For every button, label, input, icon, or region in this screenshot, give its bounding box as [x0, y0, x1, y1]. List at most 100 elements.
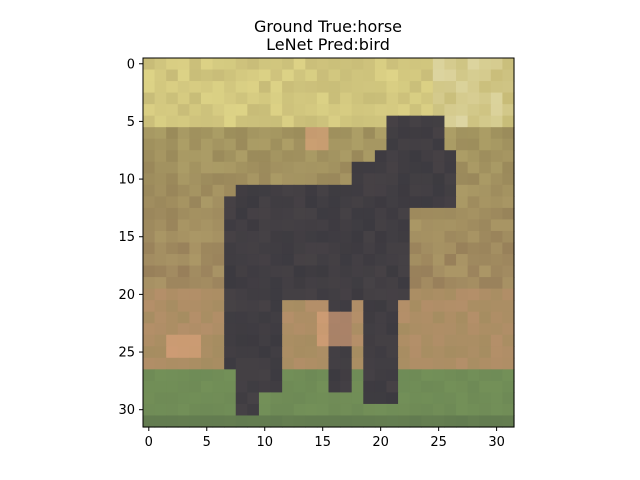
image-pixel	[363, 150, 376, 163]
image-pixel	[247, 219, 260, 232]
image-pixel	[224, 254, 237, 267]
image-pixel	[305, 392, 318, 405]
y-tick-label: 30	[118, 403, 135, 418]
image-pixel	[247, 69, 260, 82]
image-pixel	[316, 403, 330, 417]
image-pixel	[386, 173, 399, 186]
image-pixel	[235, 265, 248, 278]
image-pixel	[212, 58, 225, 71]
image-pixel	[316, 277, 330, 290]
image-pixel	[398, 161, 411, 174]
image-pixel	[247, 92, 260, 105]
image-pixel	[154, 357, 167, 370]
image-pixel	[166, 380, 179, 394]
image-pixel	[328, 69, 341, 82]
image-pixel	[282, 242, 295, 255]
image-pixel	[456, 254, 469, 267]
image-pixel	[200, 265, 214, 278]
image-pixel	[409, 380, 422, 394]
image-pixel	[409, 403, 422, 417]
image-pixel	[258, 150, 272, 163]
image-pixel	[270, 300, 283, 313]
image-pixel	[409, 415, 422, 428]
image-pixel	[340, 392, 353, 405]
image-pixel	[224, 346, 237, 359]
image-pixel	[177, 207, 190, 221]
image-pixel	[490, 242, 503, 255]
image-pixel	[177, 138, 190, 151]
image-pixel	[490, 392, 503, 405]
image-pixel	[293, 346, 306, 359]
image-pixel	[212, 254, 225, 267]
image-pixel	[177, 311, 190, 324]
image-pixel	[189, 300, 202, 313]
image-pixel	[409, 219, 422, 232]
image-pixel	[432, 161, 446, 174]
image-pixel	[177, 415, 190, 428]
image-pixel	[235, 58, 248, 71]
image-pixel	[166, 138, 179, 151]
image-pixel	[154, 138, 167, 151]
image-pixel	[421, 334, 434, 347]
image-pixel	[490, 196, 503, 209]
image-pixel	[316, 161, 330, 174]
image-pixel	[351, 138, 364, 151]
image-pixel	[340, 161, 353, 174]
image-pixel	[398, 403, 411, 417]
image-pixel	[189, 334, 202, 347]
image-pixel	[374, 92, 388, 105]
image-pixel	[177, 392, 190, 405]
image-pixel	[177, 334, 190, 347]
image-pixel	[398, 92, 411, 105]
image-pixel	[432, 334, 446, 347]
image-pixel	[305, 380, 318, 394]
image-pixel	[305, 346, 318, 359]
image-pixel	[479, 300, 492, 313]
image-pixel	[398, 104, 411, 117]
image-pixel	[212, 184, 225, 197]
image-pixel	[143, 69, 156, 82]
image-pixel	[398, 334, 411, 347]
image-pixel	[502, 311, 515, 324]
image-pixel	[293, 392, 306, 405]
image-pixel	[398, 254, 411, 267]
image-pixel	[502, 265, 515, 278]
image-pixel	[305, 357, 318, 370]
image-pixel	[293, 369, 306, 382]
image-pixel	[166, 323, 179, 336]
image-pixel	[490, 277, 503, 290]
image-pixel	[235, 207, 248, 221]
image-pixel	[363, 230, 376, 244]
image-pixel	[258, 161, 272, 174]
image-pixel	[502, 58, 515, 71]
image-pixel	[177, 380, 190, 394]
image-pixel	[386, 323, 399, 336]
image-pixel	[479, 69, 492, 82]
image-pixel	[467, 115, 480, 128]
image-pixel	[328, 357, 341, 370]
image-pixel	[200, 346, 214, 359]
image-pixel	[398, 392, 411, 405]
image-pixel	[154, 104, 167, 117]
image-pixel	[374, 346, 388, 359]
image-pixel	[386, 219, 399, 232]
image-pixel	[374, 369, 388, 382]
image-pixel	[224, 369, 237, 382]
image-pixel	[247, 104, 260, 117]
image-pixel	[200, 230, 214, 244]
image-pixel	[502, 334, 515, 347]
image-pixel	[386, 127, 399, 140]
image-pixel	[235, 403, 248, 417]
image-pixel	[398, 69, 411, 82]
image-pixel	[363, 184, 376, 197]
image-pixel	[143, 403, 156, 417]
image-pixel	[212, 230, 225, 244]
image-pixel	[316, 184, 330, 197]
image-pixel	[316, 323, 330, 336]
image-pixel	[444, 346, 457, 359]
image-pixel	[282, 288, 295, 301]
image-pixel	[247, 254, 260, 267]
image-pixel	[189, 403, 202, 417]
image-pixel	[432, 392, 446, 405]
image-pixel	[235, 357, 248, 370]
